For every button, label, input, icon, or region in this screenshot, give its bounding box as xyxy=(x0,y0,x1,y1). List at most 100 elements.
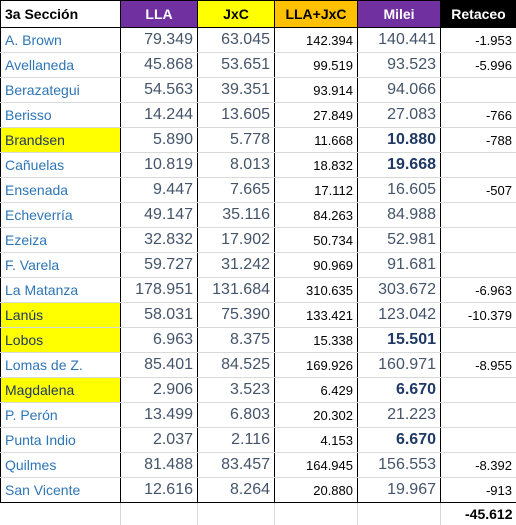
sum-cell: 169.926 xyxy=(275,353,358,378)
lla-cell: 2.037 xyxy=(121,428,198,453)
milei-cell: 19.967 xyxy=(358,478,441,503)
retaceo-cell: -788 xyxy=(441,128,516,153)
jxc-cell: 8.264 xyxy=(198,478,275,503)
lla-cell: 59.727 xyxy=(121,253,198,278)
sum-cell: 90.969 xyxy=(275,253,358,278)
sum-cell: 310.635 xyxy=(275,278,358,303)
jxc-cell: 39.351 xyxy=(198,78,275,103)
retaceo-cell: -1.953 xyxy=(441,28,516,53)
retaceo-cell xyxy=(441,403,516,428)
milei-cell: 160.971 xyxy=(358,353,441,378)
jxc-cell: 63.045 xyxy=(198,28,275,53)
retaceo-cell xyxy=(441,253,516,278)
lla-cell: 58.031 xyxy=(121,303,198,328)
jxc-cell: 3.523 xyxy=(198,378,275,403)
empty-cell xyxy=(121,503,198,525)
empty-cell xyxy=(198,503,275,525)
jxc-cell: 84.525 xyxy=(198,353,275,378)
name-cell: Avellaneda xyxy=(1,53,121,78)
header-lla: LLA xyxy=(121,1,198,28)
milei-cell: 6.670 xyxy=(358,378,441,403)
jxc-cell: 35.116 xyxy=(198,203,275,228)
milei-cell: 156.553 xyxy=(358,453,441,478)
jxc-cell: 6.803 xyxy=(198,403,275,428)
jxc-cell: 7.665 xyxy=(198,178,275,203)
milei-cell: 27.083 xyxy=(358,103,441,128)
jxc-cell: 5.778 xyxy=(198,128,275,153)
name-cell: A. Brown xyxy=(1,28,121,53)
name-cell: F. Varela xyxy=(1,253,121,278)
name-cell: La Matanza xyxy=(1,278,121,303)
milei-cell: 93.523 xyxy=(358,53,441,78)
sum-cell: 18.832 xyxy=(275,153,358,178)
retaceo-cell: -6.963 xyxy=(441,278,516,303)
lla-cell: 9.447 xyxy=(121,178,198,203)
sum-cell: 15.338 xyxy=(275,328,358,353)
retaceo-cell xyxy=(441,153,516,178)
milei-cell: 91.681 xyxy=(358,253,441,278)
milei-cell: 19.668 xyxy=(358,153,441,178)
name-cell: Quilmes xyxy=(1,453,121,478)
lla-cell: 10.819 xyxy=(121,153,198,178)
name-cell: Lanús xyxy=(1,303,121,328)
sum-cell: 27.849 xyxy=(275,103,358,128)
sum-cell: 11.668 xyxy=(275,128,358,153)
jxc-cell: 17.902 xyxy=(198,228,275,253)
jxc-cell: 2.116 xyxy=(198,428,275,453)
sum-cell: 84.263 xyxy=(275,203,358,228)
sum-cell: 6.429 xyxy=(275,378,358,403)
header-jxc: JxC xyxy=(198,1,275,28)
jxc-cell: 53.651 xyxy=(198,53,275,78)
retaceo-cell xyxy=(441,228,516,253)
retaceo-cell: -507 xyxy=(441,178,516,203)
header-section: 3a Sección xyxy=(1,1,121,28)
milei-cell: 94.066 xyxy=(358,78,441,103)
lla-cell: 13.499 xyxy=(121,403,198,428)
empty-cell xyxy=(275,503,358,525)
retaceo-cell: -8.955 xyxy=(441,353,516,378)
retaceo-cell: -5.996 xyxy=(441,53,516,78)
lla-cell: 12.616 xyxy=(121,478,198,503)
lla-cell: 178.951 xyxy=(121,278,198,303)
milei-cell: 16.605 xyxy=(358,178,441,203)
lla-cell: 14.244 xyxy=(121,103,198,128)
empty-cell xyxy=(1,503,121,525)
header-row: 3a Sección LLA JxC LLA+JxC Milei Retaceo xyxy=(1,1,516,28)
name-cell: Lomas de Z. xyxy=(1,353,121,378)
header-milei: Milei xyxy=(358,1,441,28)
lla-cell: 85.401 xyxy=(121,353,198,378)
lla-cell: 54.563 xyxy=(121,78,198,103)
jxc-cell: 8.375 xyxy=(198,328,275,353)
name-cell: Ezeiza xyxy=(1,228,121,253)
lla-cell: 45.868 xyxy=(121,53,198,78)
sum-cell: 99.519 xyxy=(275,53,358,78)
name-cell: Echeverría xyxy=(1,203,121,228)
lla-cell: 6.963 xyxy=(121,328,198,353)
name-cell: San Vicente xyxy=(1,478,121,503)
sum-cell: 20.880 xyxy=(275,478,358,503)
total-row: -45.612 xyxy=(1,503,516,525)
milei-cell: 140.441 xyxy=(358,28,441,53)
sum-cell: 133.421 xyxy=(275,303,358,328)
jxc-cell: 31.242 xyxy=(198,253,275,278)
total-retaceo: -45.612 xyxy=(441,503,516,525)
sum-cell: 50.734 xyxy=(275,228,358,253)
sum-cell: 4.153 xyxy=(275,428,358,453)
empty-cell xyxy=(358,503,441,525)
retaceo-cell xyxy=(441,328,516,353)
lla-cell: 81.488 xyxy=(121,453,198,478)
